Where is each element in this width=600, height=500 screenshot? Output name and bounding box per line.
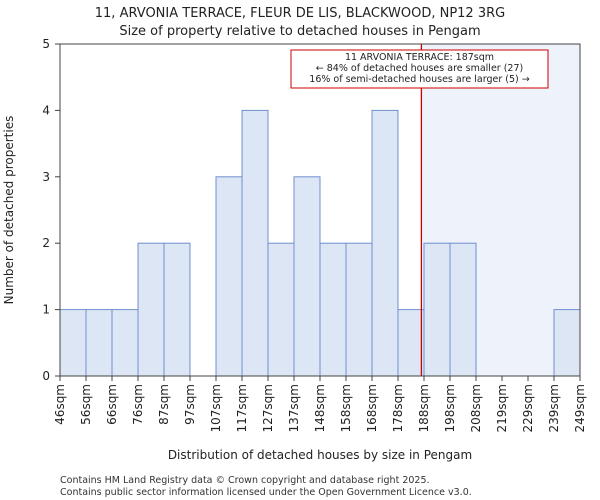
- bars: [59, 109, 581, 377]
- y-axis-label: Number of detached properties: [2, 116, 16, 305]
- bar-148sqm: [319, 242, 347, 377]
- bar-76sqm: [137, 242, 165, 377]
- x-tick-label-168sqm: 168sqm: [365, 384, 379, 432]
- y-tick-label-0: 0: [42, 369, 50, 383]
- x-tick-label-148sqm: 148sqm: [313, 384, 327, 432]
- footer-line-1: Contains HM Land Registry data © Crown c…: [60, 475, 430, 486]
- y-tick-label-3: 3: [42, 170, 50, 184]
- annotation-box: [290, 49, 549, 89]
- bar-137sqm: [293, 176, 321, 377]
- chart-subtitle: Size of property relative to detached ho…: [119, 24, 480, 39]
- bar-87sqm: [163, 242, 191, 377]
- x-tick-label-56sqm: 56sqm: [79, 384, 93, 425]
- x-tick-label-188sqm: 188sqm: [417, 384, 431, 432]
- x-tick-label-158sqm: 158sqm: [339, 384, 353, 432]
- x-tick-label-127sqm: 127sqm: [261, 384, 275, 432]
- y-tick-label-5: 5: [42, 37, 50, 51]
- x-tick-label-107sqm: 107sqm: [209, 384, 223, 432]
- annotation-line-3: 16% of semi-detached houses are larger (…: [309, 74, 529, 85]
- x-tick-label-117sqm: 117sqm: [235, 384, 249, 432]
- y-tick-label-4: 4: [42, 103, 50, 117]
- bar-198sqm: [449, 242, 477, 377]
- footer-line-2: Contains public sector information licen…: [60, 487, 472, 498]
- bar-46sqm: [59, 309, 87, 377]
- annotation: 11 ARVONIA TERRACE: 187sqm ← 84% of deta…: [290, 49, 549, 89]
- x-tick-label-229sqm: 229sqm: [521, 384, 535, 432]
- x-tick-label-46sqm: 46sqm: [53, 384, 67, 425]
- x-tick-label-178sqm: 178sqm: [391, 384, 405, 432]
- bar-127sqm: [267, 242, 295, 377]
- bar-117sqm: [241, 109, 269, 377]
- x-tick-label-97sqm: 97sqm: [183, 384, 197, 425]
- x-tick-label-208sqm: 208sqm: [469, 384, 483, 432]
- bar-178sqm: [397, 309, 425, 377]
- annotation-line-2: ← 84% of detached houses are smaller (27…: [316, 63, 523, 74]
- bar-239sqm: [553, 309, 581, 377]
- y-tick-label-1: 1: [42, 303, 50, 317]
- x-tick-label-137sqm: 137sqm: [287, 384, 301, 432]
- bar-188sqm: [423, 242, 451, 377]
- x-axis-label: Distribution of detached houses by size …: [168, 448, 472, 462]
- bar-107sqm: [215, 176, 243, 377]
- bar-158sqm: [345, 242, 373, 377]
- x-tick-label-76sqm: 76sqm: [131, 384, 145, 425]
- x-tick-label-219sqm: 219sqm: [495, 384, 509, 432]
- annotation-line-1: 11 ARVONIA TERRACE: 187sqm: [345, 52, 494, 63]
- bar-66sqm: [111, 309, 139, 377]
- x-tick-label-66sqm: 66sqm: [105, 384, 119, 425]
- axis-ticks: 0 1 2 3 4 5 46sqm 56sqm 66sqm 76sqm 87sqm 97sqm 107s…: [42, 37, 587, 432]
- x-tick-label-198sqm: 198sqm: [443, 384, 457, 432]
- bar-168sqm: [371, 109, 399, 377]
- y-tick-label-2: 2: [42, 236, 50, 250]
- x-tick-label-87sqm: 87sqm: [157, 384, 171, 425]
- bar-56sqm: [85, 309, 113, 377]
- chart-title: 11, ARVONIA TERRACE, FLEUR DE LIS, BLACK…: [95, 6, 505, 21]
- x-tick-label-249sqm: 249sqm: [573, 384, 587, 432]
- x-tick-label-239sqm: 239sqm: [547, 384, 561, 432]
